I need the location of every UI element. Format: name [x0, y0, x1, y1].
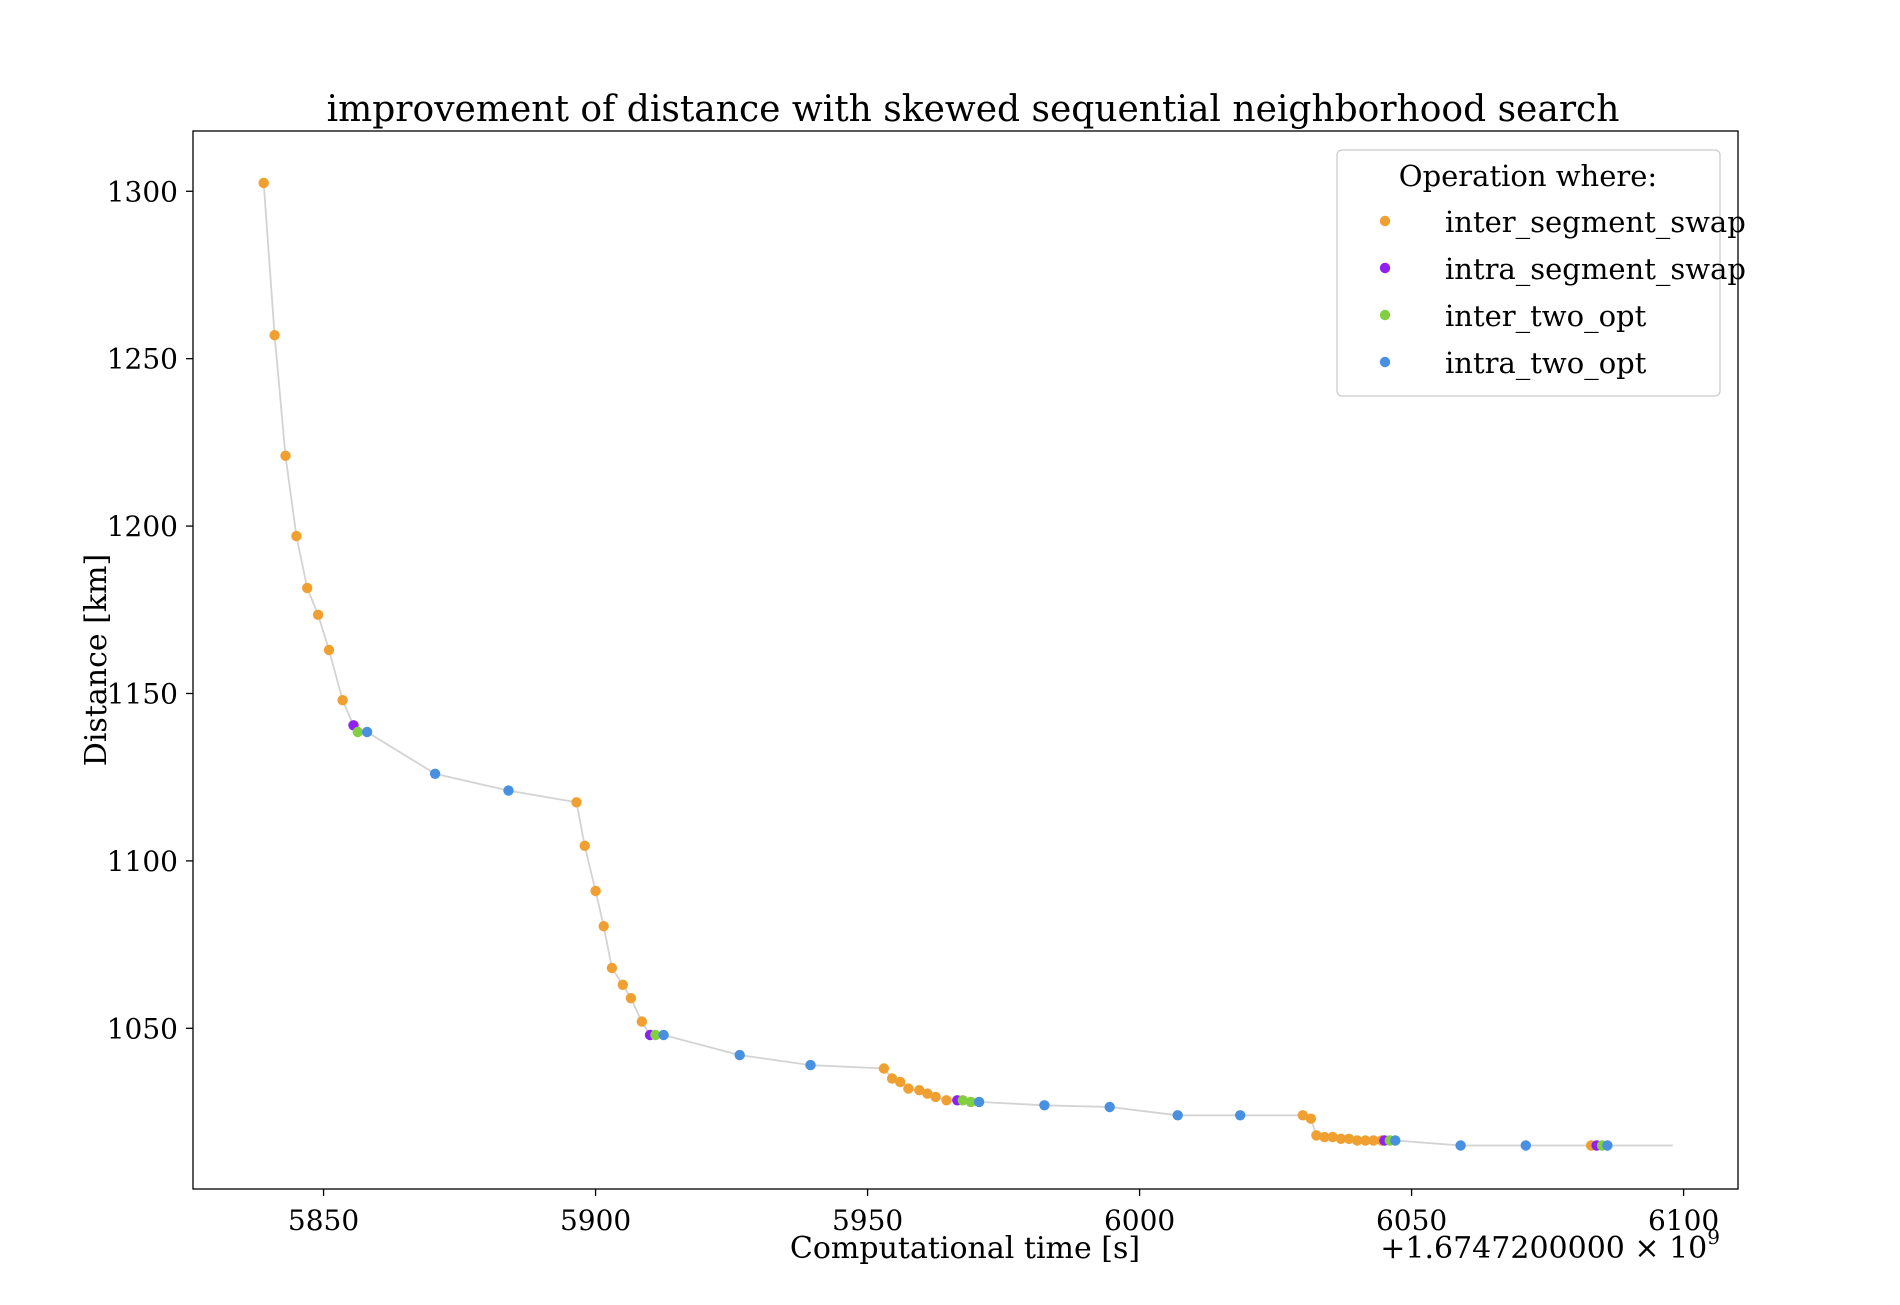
x-tick-label: 6000 — [1104, 1204, 1175, 1237]
data-point-inter-segment-swap — [1311, 1130, 1322, 1141]
data-point-inter-segment-swap — [625, 993, 637, 1004]
data-point-inter-segment-swap — [258, 177, 269, 189]
x-tick-label: 5900 — [560, 1204, 631, 1237]
data-point-inter-segment-swap — [323, 644, 335, 656]
data-point-inter-segment-swap — [1335, 1133, 1347, 1145]
data-point-inter-segment-swap — [337, 695, 348, 706]
data-point-intra-two-opt — [1602, 1140, 1613, 1151]
x-tick-label: 6100 — [1648, 1204, 1719, 1237]
data-point-inter-segment-swap — [302, 582, 313, 594]
data-point-inter-two-opt — [352, 726, 363, 738]
x-axis-offset-text: +1.6747200000 × 10 — [1380, 1231, 1707, 1266]
data-point-intra-two-opt — [734, 1049, 745, 1061]
data-point-inter-segment-swap — [1368, 1135, 1379, 1146]
legend-title: Operation where: — [1399, 159, 1657, 193]
x-tick-label: 5950 — [832, 1204, 903, 1237]
data-point-inter-segment-swap — [922, 1088, 933, 1099]
data-point-inter-segment-swap — [914, 1085, 925, 1096]
data-point-intra-two-opt — [361, 726, 373, 738]
legend-marker-inter-two-opt — [1379, 309, 1391, 321]
data-point-intra-two-opt — [503, 785, 514, 796]
data-point-inter-two-opt — [957, 1095, 968, 1106]
y-tick-label: 1150 — [107, 677, 178, 710]
data-point-inter-segment-swap — [571, 797, 582, 808]
x-tick-label: 5850 — [288, 1204, 359, 1237]
data-point-inter-segment-swap — [312, 609, 324, 620]
y-tick-label: 1300 — [107, 175, 178, 208]
data-point-inter-segment-swap — [617, 979, 628, 990]
data-point-intra-two-opt — [1520, 1140, 1532, 1151]
data-point-inter-segment-swap — [291, 530, 302, 542]
data-point-inter-segment-swap — [269, 330, 280, 341]
plot-frame — [192, 130, 1739, 1190]
legend-label-inter-two-opt: inter_two_opt — [1445, 299, 1647, 334]
legend-marker-inter-segment-swap — [1379, 215, 1391, 227]
y-axis-ticks: 1050 1100 1150 1200 1250 1300 — [107, 175, 193, 1045]
data-point-inter-segment-swap — [280, 450, 291, 461]
data-point-intra-two-opt — [429, 768, 441, 779]
data-points — [258, 177, 1613, 1151]
legend: Operation where: inter_segment_swapintra… — [1336, 149, 1746, 397]
data-point-intra-two-opt — [1455, 1140, 1466, 1151]
data-point-intra-two-opt — [1039, 1100, 1050, 1111]
legend-entries: inter_segment_swap intra_segment_swapinte… — [1379, 205, 1746, 381]
data-point-inter-segment-swap — [930, 1091, 941, 1103]
legend-label-intra-two-opt: intra_two_opt — [1445, 346, 1647, 381]
data-point-inter-segment-swap — [903, 1083, 914, 1094]
data-point-inter-segment-swap — [1297, 1110, 1309, 1121]
data-point-inter-segment-swap — [1360, 1135, 1371, 1146]
data-point-intra-two-opt — [1235, 1110, 1246, 1121]
data-point-inter-segment-swap — [590, 885, 601, 897]
data-point-inter-segment-swap — [1352, 1135, 1363, 1146]
data-point-inter-segment-swap — [636, 1016, 647, 1027]
x-axis-offset-label: +1.6747200000 × 109 — [1380, 1225, 1720, 1266]
legend-label-intra-segment-swap: intra_segment_swap — [1445, 252, 1746, 287]
data-point-inter-segment-swap — [941, 1095, 952, 1106]
data-point-inter-segment-swap — [878, 1063, 890, 1074]
data-point-intra-two-opt — [805, 1059, 816, 1071]
data-point-inter-two-opt — [965, 1096, 977, 1108]
y-tick-label: 1100 — [107, 845, 178, 878]
data-point-intra-two-opt — [658, 1029, 669, 1041]
legend-marker-intra-two-opt — [1379, 356, 1391, 368]
data-point-intra-two-opt — [1104, 1101, 1115, 1113]
x-axis-offset-exponent: 9 — [1707, 1225, 1720, 1249]
legend-marker-intra-segment-swap — [1379, 262, 1391, 274]
data-point-intra-two-opt — [1390, 1135, 1401, 1146]
data-point-intra-two-opt — [1172, 1110, 1183, 1121]
y-tick-label: 1200 — [107, 510, 178, 543]
x-axis-ticks: 5850 5900 5950 6000 6050 6100 — [288, 1189, 1719, 1237]
data-point-inter-segment-swap — [598, 921, 609, 932]
data-point-inter-segment-swap — [1327, 1131, 1338, 1143]
x-axis-label: Computational time [s] — [790, 1231, 1140, 1266]
data-point-inter-segment-swap — [886, 1073, 898, 1084]
data-point-inter-two-opt — [650, 1029, 661, 1041]
data-point-intra-two-opt — [973, 1096, 985, 1108]
data-point-inter-segment-swap — [1343, 1133, 1355, 1145]
data-point-inter-segment-swap — [1319, 1131, 1330, 1143]
y-tick-label: 1050 — [107, 1012, 178, 1045]
y-tick-label: 1250 — [107, 343, 178, 376]
legend-label-inter-segment-swap: inter_segment_swap — [1445, 205, 1746, 240]
chart-title: improvement of distance with skewed sequ… — [327, 89, 1620, 130]
data-point-inter-segment-swap — [895, 1076, 906, 1088]
data-point-inter-segment-swap — [579, 840, 590, 851]
x-tick-label: 6050 — [1376, 1204, 1447, 1237]
y-axis-label: Distance [km] — [79, 554, 114, 766]
data-point-inter-segment-swap — [606, 962, 618, 974]
legend-box — [1336, 149, 1721, 397]
data-point-inter-segment-swap — [1305, 1113, 1317, 1124]
